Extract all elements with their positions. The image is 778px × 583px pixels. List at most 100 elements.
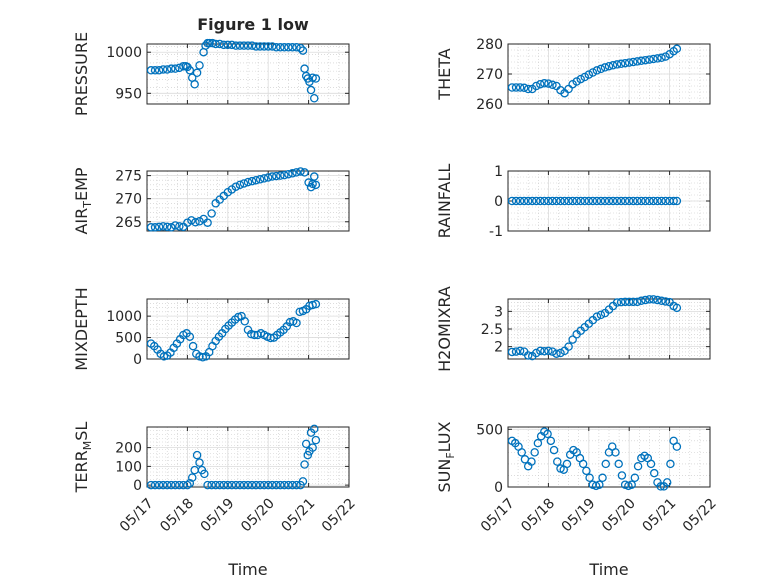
data-point: [511, 83, 521, 92]
data-point: [641, 55, 650, 65]
data-point: [627, 480, 636, 489]
data-point: [188, 341, 198, 351]
data-point: [582, 466, 591, 476]
y-tick-label: -1: [489, 224, 503, 240]
y-tick-label: 950: [115, 86, 142, 102]
data-point: [284, 169, 293, 179]
data-point: [310, 93, 319, 103]
panel-right-2: -1 0 1 RAINFALL: [435, 164, 711, 240]
y-tick-label: 270: [476, 67, 503, 83]
data-point: [300, 460, 309, 469]
data-point: [633, 297, 642, 307]
data-point: [611, 448, 620, 457]
y-axis-label: THETA: [435, 48, 454, 100]
data-point: [523, 351, 533, 360]
data-point: [653, 295, 662, 305]
data-point: [564, 196, 573, 206]
data-point: [171, 480, 180, 490]
data-point: [175, 480, 184, 490]
data-point: [183, 480, 192, 490]
data-point: [243, 41, 253, 50]
axes-box: [146, 43, 350, 105]
data-point: [192, 450, 202, 460]
data-point: [219, 40, 229, 50]
data-point: [628, 196, 638, 206]
data-point: [162, 222, 172, 232]
data-point: [211, 480, 220, 490]
data-point: [259, 174, 269, 183]
data-point: [666, 459, 675, 469]
data-point: [645, 196, 654, 206]
data-point: [175, 222, 184, 231]
data-point: [259, 42, 269, 51]
data-point: [507, 196, 517, 206]
data-point: [255, 175, 265, 184]
data-point: [568, 335, 577, 344]
data-point: [298, 477, 308, 486]
data-point: [146, 223, 156, 232]
data-point: [549, 445, 559, 455]
y-tick-label: 1: [494, 164, 503, 180]
data-point: [280, 43, 289, 52]
data-point: [548, 196, 557, 206]
data-point: [227, 40, 237, 50]
data-point: [247, 41, 257, 50]
data-point: [656, 482, 665, 491]
data-point: [150, 66, 160, 75]
data-point: [641, 295, 650, 305]
y-tick-label: 1000: [106, 309, 142, 325]
data-point: [235, 480, 245, 490]
data-point: [511, 196, 521, 206]
y-tick-label: 260: [476, 97, 503, 113]
data-point: [519, 196, 529, 206]
data-point: [578, 459, 588, 469]
data-point: [239, 179, 249, 188]
data-point: [527, 457, 536, 466]
data-point: [154, 222, 164, 232]
data-point: [219, 480, 229, 490]
data-point: [296, 167, 305, 176]
data-point: [530, 448, 539, 457]
data-point: [568, 196, 577, 206]
data-point: [310, 424, 319, 434]
data-point: [239, 41, 249, 50]
data-point: [304, 178, 313, 187]
data-point: [195, 458, 204, 467]
data-point: [633, 57, 642, 66]
data-point: [311, 435, 321, 445]
data-point: [657, 53, 666, 63]
data-point: [552, 349, 561, 358]
data-point: [633, 461, 643, 471]
data-point: [251, 42, 261, 51]
data-point: [527, 196, 537, 206]
data-point: [637, 56, 646, 66]
data-point: [556, 348, 565, 358]
data-point: [657, 296, 666, 306]
data-point: [251, 480, 261, 490]
data-point: [612, 60, 622, 69]
data-point: [187, 473, 197, 482]
data-point: [243, 480, 253, 490]
y-axis-label: H2OMIXRA: [435, 286, 454, 372]
data-point: [612, 298, 622, 307]
data-point: [672, 44, 682, 54]
data-point: [235, 41, 245, 50]
panel-right-1: 260 270 280 THETA: [435, 37, 711, 113]
data-point: [596, 64, 606, 74]
data-point: [154, 66, 164, 75]
data-point: [267, 42, 277, 51]
data-point: [158, 480, 168, 490]
data-point: [532, 348, 541, 358]
data-point: [517, 448, 526, 457]
data-point: [588, 68, 598, 77]
y-axis-label: SUNFLUX: [435, 421, 457, 492]
data-point: [276, 171, 285, 180]
data-point: [624, 196, 634, 206]
data-point: [255, 42, 265, 51]
y-tick-label: 500: [115, 331, 142, 347]
data-point: [276, 43, 285, 52]
data-point: [649, 196, 658, 206]
data-point: [556, 196, 565, 206]
data-point: [543, 429, 552, 439]
data-point: [540, 346, 549, 356]
